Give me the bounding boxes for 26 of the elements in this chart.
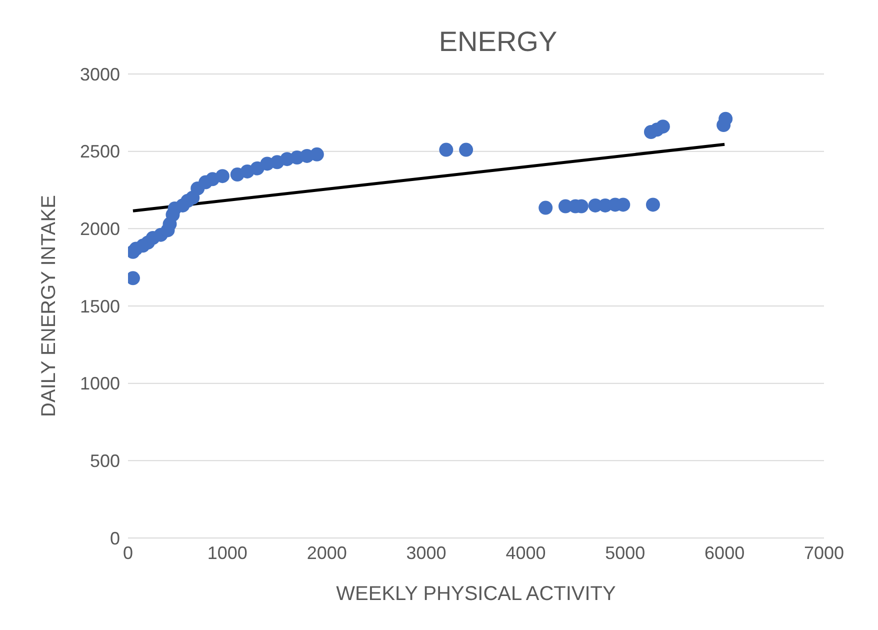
point	[718, 112, 733, 126]
chart-title: ENERGY	[438, 26, 558, 58]
y-tick-label: 1500	[80, 296, 120, 316]
y-axis-title: DAILY ENERGY INTAKE	[38, 195, 60, 417]
y-tick-label: 1000	[80, 374, 120, 394]
y-tick-label: 3000	[80, 64, 120, 84]
point	[310, 147, 324, 162]
y-tick-label: 2500	[80, 142, 120, 162]
point	[459, 142, 474, 157]
x-tick-label: 1000	[207, 542, 248, 563]
point	[215, 169, 230, 184]
x-tick-label: 7000	[804, 542, 844, 563]
y-tick-label: 2000	[80, 219, 120, 240]
x-tick-label: 6000	[704, 542, 745, 563]
y-tick-label: 500	[90, 451, 120, 472]
x-axis-title: WEEKLY PHYSICAL ACTIVITY	[336, 583, 616, 605]
point	[646, 198, 660, 212]
x-tick-label: 0	[122, 542, 134, 563]
point	[656, 120, 670, 134]
point	[439, 142, 454, 157]
y-tick-label: 0	[110, 528, 120, 548]
x-tick-label: 4000	[506, 542, 546, 563]
point	[538, 200, 553, 215]
x-tick-label: 2000	[306, 542, 347, 563]
x-tick-label: 5000	[605, 542, 646, 563]
x-tick-label: 3000	[406, 542, 446, 563]
